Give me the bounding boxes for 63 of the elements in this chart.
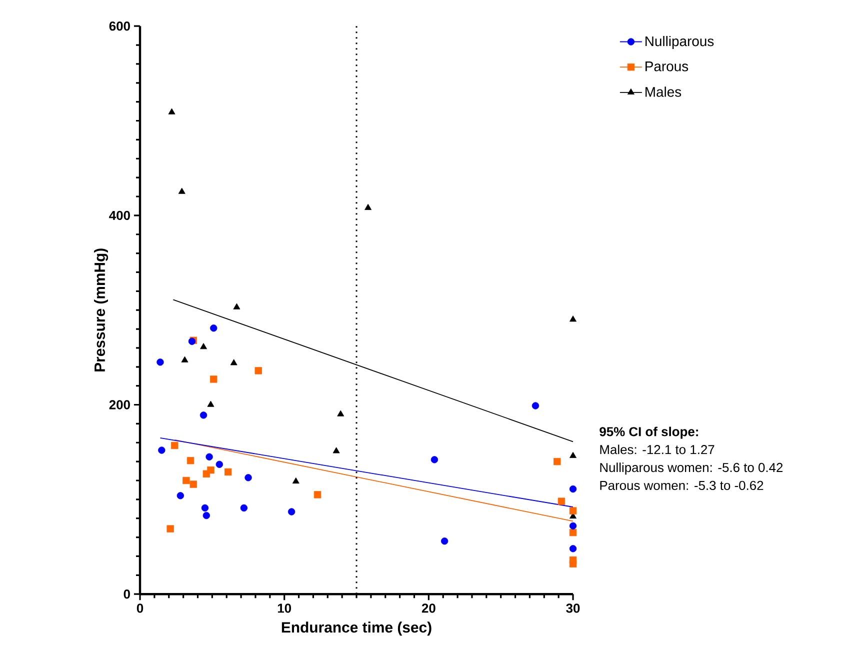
point (190, 480, 198, 488)
point (569, 545, 577, 552)
point (216, 460, 223, 468)
point (210, 376, 218, 383)
legend-label: Nulliparous (646, 36, 714, 49)
point (181, 356, 188, 362)
point (168, 108, 176, 114)
point (233, 303, 240, 310)
point (364, 204, 372, 210)
text: Parous women: -5.3 to -0.62 (600, 480, 764, 490)
point (292, 477, 300, 484)
point (166, 525, 174, 532)
point (288, 508, 296, 516)
point (200, 343, 207, 350)
y-tick-label: 200 (109, 400, 130, 410)
point (254, 367, 262, 374)
point (200, 412, 208, 419)
point (569, 485, 577, 493)
point (337, 410, 344, 416)
point (182, 476, 190, 484)
point (314, 491, 322, 498)
point (158, 446, 166, 454)
point (202, 512, 210, 520)
point (176, 492, 184, 500)
x-axis-title: Endurance time (sec) (282, 622, 432, 636)
point (532, 402, 540, 410)
point (440, 537, 448, 545)
legend-label: Parous (646, 62, 688, 72)
point (210, 324, 218, 332)
point (171, 442, 178, 450)
point (430, 456, 438, 464)
y-tick-label: 400 (109, 210, 130, 220)
point (569, 528, 577, 536)
point (202, 470, 210, 478)
point (186, 457, 194, 464)
x-tick-label: 10 (278, 604, 292, 613)
point (230, 359, 238, 366)
point (224, 468, 232, 476)
point (569, 507, 577, 514)
text: Males: -12.1 to 1.27 (600, 444, 714, 454)
x-tick-label: 0 (136, 604, 144, 613)
text: Nulliparous women: -5.6 to 0.42 (600, 462, 783, 475)
point (569, 522, 577, 530)
x-tick-label: 20 (422, 604, 436, 613)
y-tick-label: 0 (124, 590, 130, 599)
point (201, 504, 209, 512)
x-tick-label: 30 (566, 604, 580, 613)
point (554, 458, 561, 466)
point (206, 453, 213, 460)
point (569, 560, 577, 568)
point (570, 316, 576, 322)
text: 95% CI of slope: (600, 426, 698, 439)
point (570, 452, 576, 458)
point (558, 498, 566, 505)
point (156, 358, 164, 366)
point (332, 447, 340, 454)
legend-label: Males (646, 86, 682, 97)
point (244, 474, 252, 482)
point (178, 188, 186, 194)
point (207, 400, 214, 407)
y-tick-label: 600 (109, 22, 130, 31)
y-axis-title: Pressure (mmHg) (94, 248, 108, 372)
point (240, 504, 248, 512)
